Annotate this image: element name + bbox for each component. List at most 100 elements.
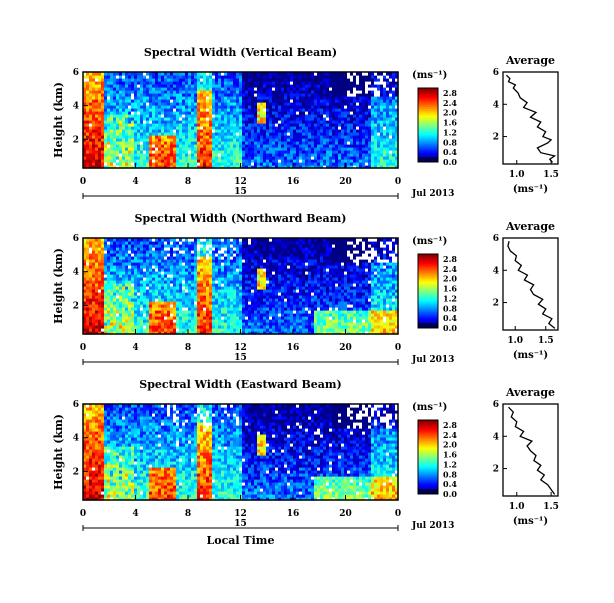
colorbar-tick-label: 2.8 <box>443 88 457 98</box>
average-y-tick-label: 6 <box>493 234 499 244</box>
colorbar-tick-label: 0.8 <box>443 137 457 147</box>
colorbar-tick-label: 0.0 <box>443 489 457 499</box>
panel-3: Spectral Width (Eastward Beam)Height (km… <box>52 378 559 547</box>
panel-2: Spectral Width (Northward Beam) Height (k… <box>52 212 558 365</box>
heatmap-cells <box>83 238 399 335</box>
y-axis-label: Height (km) <box>52 248 65 324</box>
y-tick-label: 4 <box>73 434 79 444</box>
x-tick-label: 4 <box>132 509 138 519</box>
colorbar <box>418 254 438 329</box>
colorbar <box>418 88 438 163</box>
colorbar-tick-label: 2.8 <box>443 254 457 264</box>
colorbar-tick-label: 2.4 <box>443 98 457 108</box>
x-tick-label: 16 <box>287 343 300 353</box>
colorbar-swatch <box>418 489 438 494</box>
colorbar-tick-label: 1.6 <box>443 118 457 128</box>
colorbar-tick-label: 0.4 <box>443 479 457 489</box>
y-tick-label: 2 <box>73 135 79 145</box>
date-label: Jul 2013 <box>411 355 454 365</box>
colorbar-tick-label: 2.8 <box>443 420 457 430</box>
x-tick-label: 0 <box>395 343 401 353</box>
colorbar-tick-label: 0.4 <box>443 147 457 157</box>
colorbar-tick-label: 1.6 <box>443 450 457 460</box>
colorbar-tick-label: 1.2 <box>443 459 457 469</box>
panel-title: Spectral Width (Vertical Beam) <box>144 46 337 59</box>
average-x-tick-label: 1.0 <box>509 502 525 512</box>
date-label: Jul 2013 <box>411 521 454 531</box>
heatmap-cells <box>83 404 399 501</box>
x-tick-label: 12 <box>234 343 247 353</box>
colorbar-unit: (ms⁻¹) <box>412 236 447 247</box>
x-tick-label: 0 <box>395 509 401 519</box>
colorbar <box>418 420 438 495</box>
colorbar-tick-label: 1.2 <box>443 127 457 137</box>
average-profile: Average 2 4 6 1.0 1.5 (ms⁻¹) <box>493 220 558 361</box>
x-tick-label: 4 <box>132 177 138 187</box>
average-title: Average <box>505 54 555 67</box>
colorbar-unit: (ms⁻¹) <box>412 402 447 413</box>
average-y-tick-label: 4 <box>493 432 499 442</box>
average-y-tick-label: 4 <box>493 266 499 276</box>
date-day-label: 15 <box>234 519 247 529</box>
x-tick-label: 0 <box>80 343 86 353</box>
colorbar-tick-label: 0.0 <box>443 323 457 333</box>
average-y-tick-label: 2 <box>493 299 499 309</box>
date-label: Jul 2013 <box>411 189 454 199</box>
average-profile: Average 2 4 6 1.0 1.5 (ms⁻¹) <box>493 54 559 195</box>
colorbar-tick-label: 0.8 <box>443 303 457 313</box>
average-y-tick-label: 4 <box>493 100 499 110</box>
average-frame <box>503 72 558 164</box>
colorbar-swatch <box>418 323 438 328</box>
x-tick-label: 8 <box>185 509 191 519</box>
colorbar-swatch <box>418 157 438 162</box>
x-tick-label: 0 <box>80 509 86 519</box>
x-tick-label: 20 <box>339 177 352 187</box>
colorbar-tick-label: 2.0 <box>443 108 457 118</box>
average-y-tick-label: 6 <box>493 68 499 78</box>
x-tick-label: 0 <box>395 177 401 187</box>
y-tick-label: 6 <box>73 400 79 410</box>
average-x-label: (ms⁻¹) <box>513 350 548 361</box>
average-x-tick-label: 1.5 <box>538 336 554 346</box>
panel-title: Spectral Width (Northward Beam) <box>135 212 347 225</box>
x-axis-label: Local Time <box>207 534 275 547</box>
colorbar-tick-label: 0.4 <box>443 313 457 323</box>
average-title: Average <box>505 386 555 399</box>
x-tick-label: 8 <box>185 177 191 187</box>
average-x-tick-label: 1.0 <box>507 336 523 346</box>
y-tick-label: 6 <box>73 234 79 244</box>
y-tick-label: 4 <box>73 102 79 112</box>
y-tick-label: 2 <box>73 467 79 477</box>
x-tick-label: 12 <box>234 509 247 519</box>
panel-1: Spectral Width (Vertical Beam) Height (km… <box>52 46 559 199</box>
heatmap-cells <box>83 72 399 169</box>
y-tick-label: 6 <box>73 68 79 78</box>
colorbar-tick-label: 2.0 <box>443 274 457 284</box>
x-tick-label: 20 <box>339 509 352 519</box>
colorbar-tick-label: 2.4 <box>443 264 457 274</box>
x-tick-label: 4 <box>132 343 138 353</box>
colorbar-unit: (ms⁻¹) <box>412 70 447 81</box>
average-x-tick-label: 1.0 <box>509 170 525 180</box>
colorbar-tick-label: 1.2 <box>443 293 457 303</box>
colorbar-tick-label: 0.0 <box>443 157 457 167</box>
x-tick-label: 20 <box>339 343 352 353</box>
x-tick-label: 12 <box>234 177 247 187</box>
colorbar-tick-label: 0.8 <box>443 469 457 479</box>
x-tick-label: 16 <box>287 509 300 519</box>
x-tick-label: 0 <box>80 177 86 187</box>
average-x-tick-label: 1.5 <box>543 170 559 180</box>
average-x-tick-label: 1.5 <box>543 502 559 512</box>
panel-title: Spectral Width (Eastward Beam) <box>139 378 341 391</box>
average-y-tick-label: 2 <box>493 465 499 475</box>
average-x-label: (ms⁻¹) <box>513 184 548 195</box>
date-day-label: 15 <box>234 353 247 363</box>
y-axis-label: Height (km) <box>52 82 65 158</box>
average-title: Average <box>505 220 555 233</box>
average-y-tick-label: 2 <box>493 133 499 143</box>
x-tick-label: 8 <box>185 343 191 353</box>
y-tick-label: 4 <box>73 268 79 278</box>
colorbar-tick-label: 2.4 <box>443 430 457 440</box>
